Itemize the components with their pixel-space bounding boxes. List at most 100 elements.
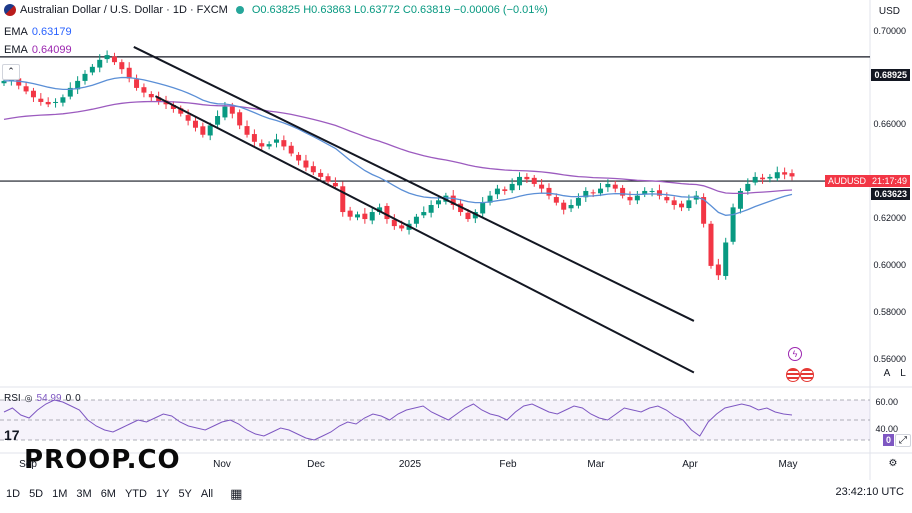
candle-body-4: [30, 90, 36, 98]
time-tick-4: Feb: [499, 459, 517, 470]
candle-body-44: [325, 176, 331, 182]
price-tick-3: 0.62000: [873, 213, 906, 224]
range-button-5d[interactable]: 5D: [29, 488, 44, 500]
candle-body-90: [664, 197, 670, 201]
date-range-calendar-icon[interactable]: ▦: [230, 486, 243, 501]
ema-long-line: [3, 100, 793, 195]
candle-body-65: [480, 202, 486, 214]
ema-short-label[interactable]: EMA: [4, 26, 28, 38]
candle-body-79: [583, 190, 589, 198]
candle-body-57: [421, 212, 427, 216]
range-button-1y[interactable]: 1Y: [155, 488, 170, 500]
candle-body-53: [391, 219, 397, 227]
ema-short-line: [3, 76, 793, 216]
currency-label[interactable]: USD: [878, 6, 900, 17]
candle-body-49: [362, 213, 368, 220]
range-button-1m[interactable]: 1M: [52, 488, 68, 500]
ema-long-label[interactable]: EMA: [4, 44, 28, 56]
candle-body-35: [259, 143, 265, 147]
candle-body-67: [494, 188, 500, 195]
rsi-legend: RSI ◎ 54.99 0 0: [4, 393, 81, 404]
candle-body-104: [767, 176, 773, 179]
range-button-ytd[interactable]: YTD: [124, 488, 147, 500]
candle-body-97: [715, 264, 721, 276]
candle-body-42: [310, 166, 316, 173]
candle-body-92: [679, 203, 685, 208]
candle-body-33: [244, 126, 250, 135]
candle-body-105: [774, 172, 780, 179]
log-scale-button[interactable]: L: [900, 368, 906, 379]
rsi-value: 54.99: [36, 393, 62, 404]
candle-body-24: [178, 108, 184, 114]
rsi-tick-60: 60.00: [875, 397, 898, 407]
candle-body-58: [428, 205, 434, 213]
candle-body-25: [185, 115, 191, 121]
candle-body-30: [222, 106, 228, 118]
candle-body-46: [340, 186, 346, 213]
candle-body-27: [200, 126, 206, 135]
candle-body-70: [517, 176, 523, 186]
candle-body-40: [296, 154, 302, 161]
candle-body-41: [303, 160, 309, 168]
bottom-toolbar: 1D 5D 1M 3M 6M YTD 1Y 5Y All ▦: [0, 480, 912, 508]
range-button-5y[interactable]: 5Y: [178, 488, 192, 500]
candle-body-26: [192, 120, 198, 128]
collapse-legend-button[interactable]: ⌃: [2, 64, 20, 80]
upper-line-price-tag: 0.68925: [871, 69, 910, 81]
price-tick-0: 0.70000: [873, 25, 906, 36]
candle-body-48: [354, 214, 360, 218]
candle-body-10: [75, 80, 81, 90]
ema-long-value: 0.64099: [31, 44, 72, 56]
candle-body-78: [575, 197, 581, 206]
maximize-pane-icon[interactable]: ⤢: [895, 434, 911, 447]
rsi-tick-40: 40.00: [875, 424, 898, 434]
symbol-tag-label: AUDUSD: [827, 176, 866, 186]
candle-body-63: [465, 212, 471, 220]
time-tick-5: Mar: [587, 459, 605, 470]
us-event-flag-icon[interactable]: [786, 368, 800, 382]
candle-body-66: [487, 195, 493, 203]
candle-body-87: [642, 190, 648, 195]
candle-body-54: [399, 225, 405, 229]
candle-body-84: [620, 187, 626, 196]
utc-clock[interactable]: 23:42:10 UTC: [835, 486, 904, 498]
flag-icon: [4, 4, 16, 16]
range-button-all[interactable]: All: [200, 488, 214, 500]
candle-body-16: [119, 62, 125, 70]
time-axis-settings-icon[interactable]: ⚙: [888, 458, 898, 469]
candle-body-0: [1, 80, 7, 84]
rsi-settings-icon[interactable]: ◎: [24, 393, 33, 403]
candle-body-95: [701, 197, 707, 224]
candle-body-103: [760, 177, 766, 180]
candle-body-14: [104, 55, 110, 60]
candle-body-29: [215, 116, 221, 125]
candle-body-91: [671, 200, 677, 206]
rsi-extra-1: 0: [65, 393, 72, 404]
candle-body-100: [737, 190, 743, 209]
candle-body-17: [126, 67, 132, 79]
range-button-6m[interactable]: 6M: [100, 488, 116, 500]
candle-body-61: [450, 195, 456, 206]
candle-body-50: [369, 212, 375, 221]
lightning-icon[interactable]: ϟ: [788, 347, 802, 361]
channel-line-0: [133, 46, 695, 322]
candle-body-56: [413, 216, 419, 224]
us-event-flag-icon-2[interactable]: [800, 368, 814, 382]
price-chart[interactable]: [0, 0, 912, 480]
price-tick-6: 0.56000: [873, 353, 906, 364]
rsi-label[interactable]: RSI: [4, 393, 21, 404]
candle-body-43: [318, 172, 324, 177]
range-button-3m[interactable]: 3M: [76, 488, 92, 500]
range-button-1d[interactable]: 1D: [6, 488, 21, 500]
auto-scale-button[interactable]: A: [883, 368, 891, 379]
candle-body-106: [782, 172, 788, 175]
candle-body-20: [148, 94, 154, 98]
market-open-icon: [235, 6, 244, 14]
symbol-title[interactable]: Australian Dollar / U.S. Dollar · 1D · F…: [20, 4, 228, 16]
candle-body-82: [605, 183, 611, 188]
candle-body-39: [288, 145, 294, 154]
range-buttons: 1D 5D 1M 3M 6M YTD 1Y 5Y All: [0, 488, 216, 500]
candle-body-101: [745, 183, 751, 191]
candle-body-77: [568, 205, 574, 209]
rsi-extra-2: 0: [75, 393, 81, 404]
